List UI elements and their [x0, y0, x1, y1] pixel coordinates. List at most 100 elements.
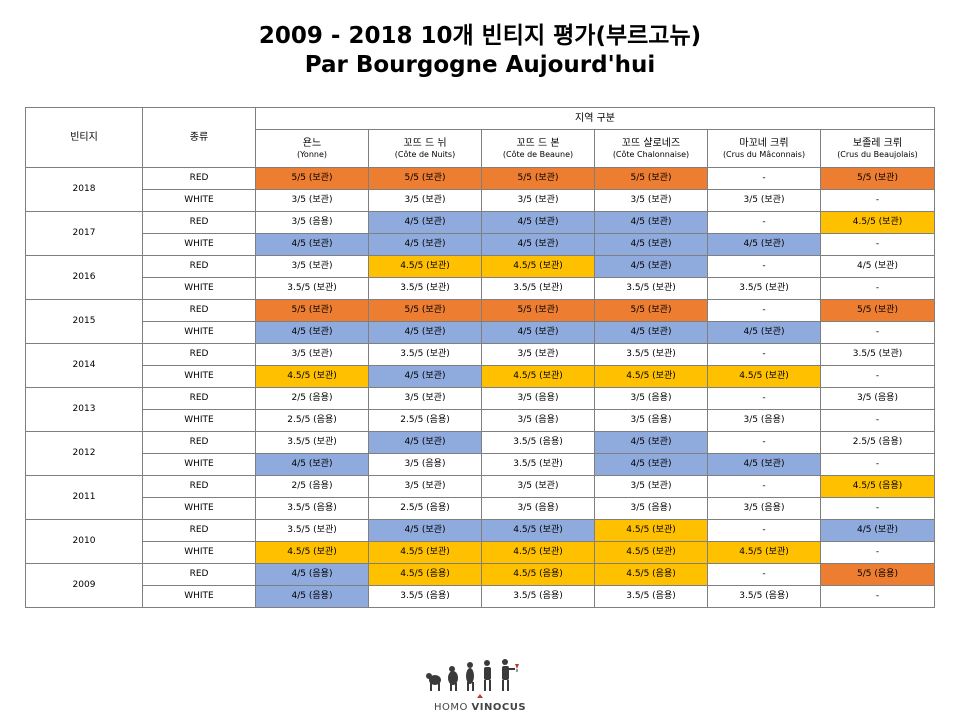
rating-cell: 4/5 (보관) — [481, 233, 595, 256]
rating-cell: 3/5 (음용) — [481, 409, 595, 432]
wine-type-cell: WHITE — [142, 189, 256, 212]
rating-cell: 4/5 (보관) — [594, 453, 708, 476]
rating-cell: 5/5 (보관) — [368, 299, 482, 322]
table-row: 2010 RED 3.5/5 (보관) 4/5 (보관) 4.5/5 (보관) 4.5/5… — [25, 519, 935, 564]
region-name: 욘느 — [302, 137, 322, 149]
table-row: 2011 RED 2/5 (음용) 3/5 (보관) 3/5 (보관) 3/5 (보관) -… — [25, 475, 935, 520]
rating-cell: 4/5 (보관) — [594, 211, 708, 234]
rating-cell: 2/5 (음용) — [255, 475, 369, 498]
rating-cell: 5/5 (보관) — [255, 299, 369, 322]
page-subtitle: Par Bourgogne Aujourd'hui — [304, 52, 656, 78]
wine-type-cell: WHITE — [142, 497, 256, 520]
rating-cell: - — [820, 365, 935, 388]
rating-cell: 3.5/5 (음용) — [481, 431, 595, 454]
rating-cell: 3/5 (음용) — [594, 387, 708, 410]
rating-cell: 3.5/5 (보관) — [594, 277, 708, 300]
vintage-year-cell: 2014 — [25, 343, 143, 388]
rating-cell: - — [707, 343, 821, 366]
rating-cell: 3/5 (보관) — [594, 475, 708, 498]
rating-cell: 4.5/5 (음용) — [594, 563, 708, 586]
rating-cell: 4.5/5 (음용) — [820, 475, 935, 498]
rating-cell: 5/5 (보관) — [820, 299, 935, 322]
table-row: 2012 RED 3.5/5 (보관) 4/5 (보관) 3.5/5 (음용) 4/5 (… — [25, 431, 935, 476]
rating-cell: 2.5/5 (음용) — [368, 409, 482, 432]
rating-cell: 4/5 (보관) — [255, 321, 369, 344]
rating-cell: 3.5/5 (보관) — [255, 277, 369, 300]
rating-cell: 3.5/5 (보관) — [255, 431, 369, 454]
rating-cell: 3.5/5 (보관) — [255, 519, 369, 542]
rating-cell: 4.5/5 (보관) — [255, 541, 369, 564]
header-type: 종류 — [142, 107, 256, 168]
rating-cell: 4/5 (음용) — [255, 563, 369, 586]
rating-cell: 3.5/5 (보관) — [594, 343, 708, 366]
region-subtitle: (Yonne) — [296, 149, 328, 159]
rating-cell: 5/5 (보관) — [820, 167, 935, 190]
rating-cell: - — [820, 321, 935, 344]
rating-cell: - — [707, 519, 821, 542]
rating-cell: 4/5 (보관) — [594, 321, 708, 344]
rating-cell: 3.5/5 (보관) — [368, 277, 482, 300]
rating-cell: - — [707, 299, 821, 322]
rating-cell: 3/5 (보관) — [481, 475, 595, 498]
rating-cell: 2/5 (음용) — [255, 387, 369, 410]
table-row: WHITE 3.5/5 (음용) 2.5/5 (음용) 3/5 (음용) 3/5 (음용… — [26, 497, 935, 520]
rating-cell: 4.5/5 (보관) — [368, 541, 482, 564]
vintage-year-cell: 2009 — [25, 563, 143, 608]
rating-cell: 3.5/5 (보관) — [820, 343, 935, 366]
rating-cell: 4/5 (음용) — [255, 585, 369, 608]
page-title: 2009 - 2018 10개 빈티지 평가(부르고뉴) — [258, 23, 702, 49]
rating-cell: 4/5 (보관) — [820, 255, 935, 278]
rating-cell: 3/5 (음용) — [707, 409, 821, 432]
wine-type-cell: RED — [142, 563, 256, 586]
rating-cell: - — [707, 475, 821, 498]
header-region: 마꼬네 크뤼 (Crus du Mâconnais) — [707, 129, 821, 168]
region-name: 꼬뜨 드 뉘 — [403, 137, 447, 149]
rating-cell: 4/5 (보관) — [368, 321, 482, 344]
header-region: 보졸레 크뤼 (Crus du Beaujolais) — [820, 129, 935, 168]
rating-cell: 4/5 (보관) — [255, 233, 369, 256]
rating-cell: 4/5 (보관) — [594, 255, 708, 278]
table-row: WHITE 3/5 (보관) 3/5 (보관) 3/5 (보관) 3/5 (보관) 3/5… — [26, 189, 935, 212]
header-region: 꼬뜨 샬로네즈 (Côte Chalonnaise) — [594, 129, 708, 168]
rating-cell: 3/5 (보관) — [368, 475, 482, 498]
table-row: 2009 RED 4/5 (음용) 4.5/5 (음용) 4.5/5 (음용) 4.5/5… — [25, 563, 935, 608]
rating-cell: - — [820, 585, 935, 608]
header-vintage: 빈티지 — [25, 107, 143, 168]
rating-cell: 2.5/5 (음용) — [368, 497, 482, 520]
rating-cell: - — [820, 497, 935, 520]
rating-cell: 4/5 (보관) — [368, 519, 482, 542]
rating-cell: 3.5/5 (음용) — [481, 585, 595, 608]
rating-cell: 3/5 (보관) — [594, 189, 708, 212]
rating-cell: - — [707, 167, 821, 190]
rating-cell: 4/5 (보관) — [368, 431, 482, 454]
vintage-year-cell: 2010 — [25, 519, 143, 564]
rating-cell: - — [707, 211, 821, 234]
rating-cell: 4.5/5 (보관) — [594, 541, 708, 564]
rating-cell: 5/5 (보관) — [594, 299, 708, 322]
rating-cell: - — [707, 387, 821, 410]
rating-cell: 3/5 (음용) — [707, 497, 821, 520]
svg-text:HOMO VINOCUS: HOMO VINOCUS — [434, 702, 526, 713]
rating-cell: 4/5 (보관) — [707, 321, 821, 344]
rating-cell: 4/5 (보관) — [368, 365, 482, 388]
vintage-year-cell: 2018 — [25, 167, 143, 212]
wine-type-cell: WHITE — [142, 585, 256, 608]
vintage-rating-table: 빈티지 종류 지역 구분 욘느 (Yonne) 꼬뜨 드 뉘 (Côte de Nui… — [25, 107, 935, 608]
region-subtitle: (Côte Chalonnaise) — [612, 149, 690, 159]
wine-type-cell: RED — [142, 167, 256, 190]
table-row: WHITE 2.5/5 (음용) 2.5/5 (음용) 3/5 (음용) 3/5 (음용… — [26, 409, 935, 432]
rating-cell: - — [820, 189, 935, 212]
wine-type-cell: RED — [142, 519, 256, 542]
vintage-year-cell: 2017 — [25, 211, 143, 256]
table-row: 2016 RED 3/5 (보관) 4.5/5 (보관) 4.5/5 (보관) 4/5 (… — [25, 255, 935, 300]
rating-cell: 3/5 (보관) — [481, 343, 595, 366]
wine-type-cell: WHITE — [142, 409, 256, 432]
rating-cell: 3/5 (보관) — [368, 189, 482, 212]
rating-cell: 4/5 (보관) — [820, 519, 935, 542]
human-evolution-icon: HOMO VINOCUS — [426, 659, 526, 713]
table-row: WHITE 3.5/5 (보관) 3.5/5 (보관) 3.5/5 (보관) 3.5/5… — [26, 277, 935, 300]
rating-cell: 4.5/5 (보관) — [481, 365, 595, 388]
rating-cell: 5/5 (보관) — [368, 167, 482, 190]
wine-type-cell: WHITE — [142, 233, 256, 256]
rating-cell: 5/5 (보관) — [481, 299, 595, 322]
